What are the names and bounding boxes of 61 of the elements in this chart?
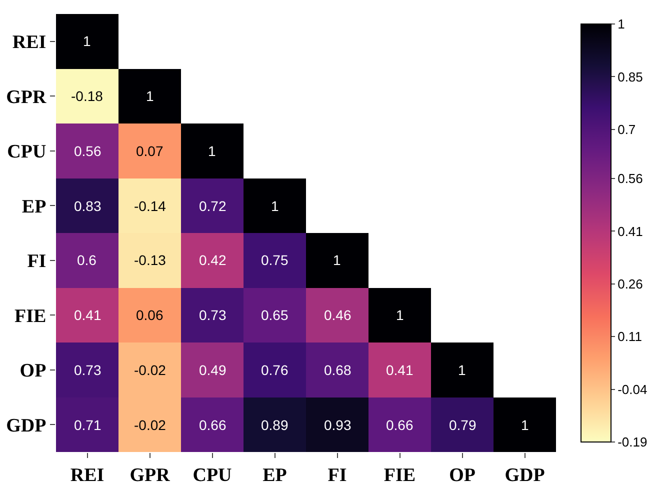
data-label: 0.75 xyxy=(261,252,288,268)
color-bar-label: 1 xyxy=(618,16,625,32)
y-tick-label: FIE xyxy=(14,306,46,327)
data-label: 0.79 xyxy=(449,417,476,433)
data-label: 1 xyxy=(83,33,91,49)
data-label: 0.49 xyxy=(199,362,226,378)
data-label: 1 xyxy=(521,417,529,433)
color-bar-label: -0.19 xyxy=(618,434,648,450)
color-bar-label: 0.41 xyxy=(618,224,643,239)
data-label: -0.02 xyxy=(134,362,166,378)
data-label: -0.14 xyxy=(134,198,166,214)
data-label: 0.42 xyxy=(199,252,226,268)
data-label: 0.66 xyxy=(386,417,414,433)
x-tick-label: GDP xyxy=(504,464,546,483)
data-label: 0.56 xyxy=(74,143,102,159)
data-label: -0.13 xyxy=(134,252,166,268)
data-label: 1 xyxy=(271,198,279,214)
y-tick-label: OP xyxy=(20,360,47,382)
data-label: 1 xyxy=(333,252,341,268)
data-label: 0.6 xyxy=(77,252,97,268)
data-label: 0.06 xyxy=(136,307,164,323)
color-bar-label: -0.04 xyxy=(618,382,648,397)
color-bar-label: 0.7 xyxy=(618,122,636,137)
data-label: 0.71 xyxy=(74,417,102,433)
x-tick-label: EP xyxy=(262,464,288,483)
data-label: 0.07 xyxy=(136,143,164,159)
data-label: 1 xyxy=(396,307,404,323)
data-label: 0.76 xyxy=(261,362,288,378)
color-bar-label: 0.85 xyxy=(618,69,643,84)
data-label: -0.02 xyxy=(134,417,166,433)
y-tick-label: GDP xyxy=(6,415,47,436)
y-tick-label: EP xyxy=(22,196,47,218)
data-label: 1 xyxy=(208,143,216,159)
data-label: 0.73 xyxy=(199,307,226,323)
color-bar-label: 0.11 xyxy=(618,329,642,344)
color-bar-label: 0.56 xyxy=(618,171,643,186)
data-label: 0.65 xyxy=(261,307,288,323)
y-tick-label: REI xyxy=(12,32,46,54)
y-tick-label: FI xyxy=(27,251,46,272)
x-tick-label: OP xyxy=(449,464,476,483)
data-label: 0.41 xyxy=(386,362,414,378)
data-label: 0.46 xyxy=(324,307,352,323)
y-tick-label: CPU xyxy=(7,142,46,163)
color-bar-label: 0.26 xyxy=(618,276,643,292)
data-label: 1 xyxy=(146,88,154,104)
data-label: 0.73 xyxy=(74,362,102,378)
data-label: 0.83 xyxy=(74,198,102,214)
x-tick-label: FIE xyxy=(384,464,416,483)
x-tick-label: FI xyxy=(328,464,347,483)
data-label: 0.93 xyxy=(324,417,352,433)
data-label: 0.66 xyxy=(199,417,226,433)
data-label: 0.68 xyxy=(324,362,352,378)
y-tick-label: GPR xyxy=(6,86,46,108)
x-tick-label: GPR xyxy=(130,464,170,483)
data-label: 0.41 xyxy=(74,307,102,323)
x-tick-label: CPU xyxy=(192,464,232,483)
x-tick-label: REI xyxy=(70,464,104,483)
data-label: 0.89 xyxy=(261,417,288,433)
data-label: 0.72 xyxy=(199,198,226,214)
data-label: 1 xyxy=(458,362,466,378)
data-label: -0.18 xyxy=(71,88,104,104)
